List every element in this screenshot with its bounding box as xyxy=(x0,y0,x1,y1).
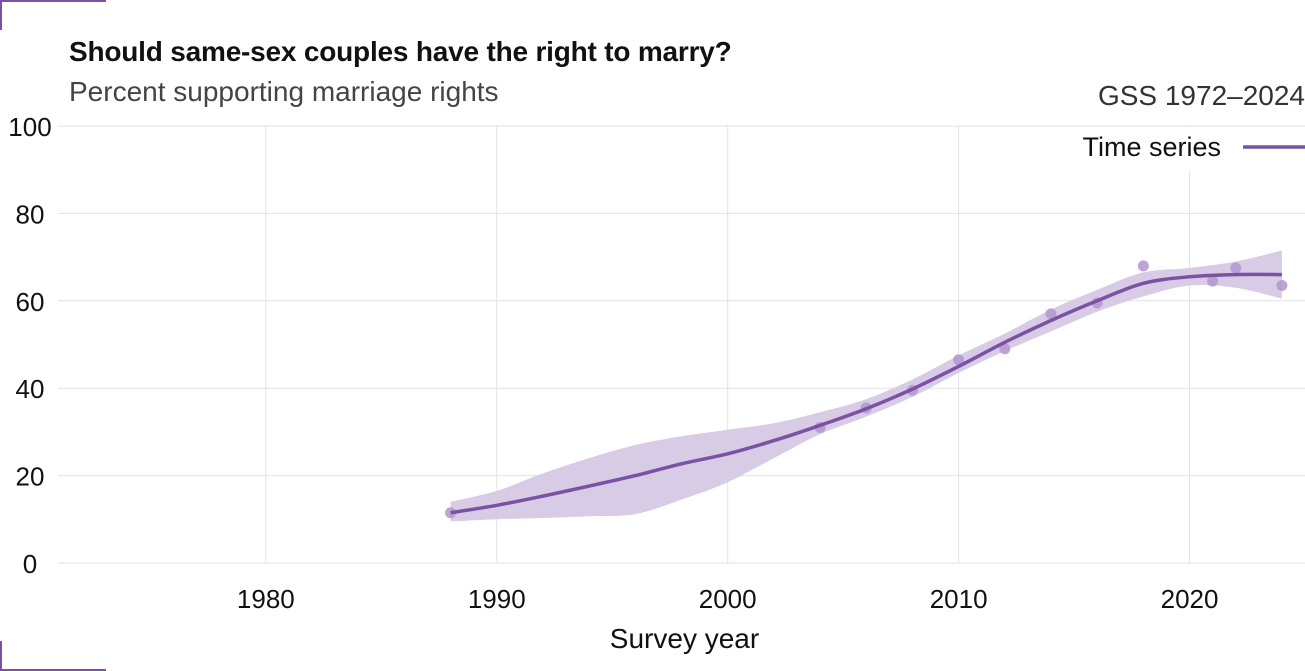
chart-subtitle: Percent supporting marriage rights xyxy=(69,76,499,107)
y-tick-label: 60 xyxy=(16,287,45,317)
data-point xyxy=(1137,260,1149,272)
data-point xyxy=(1230,262,1242,274)
x-axis-ticks: 1980 1990 2000 2010 2020 xyxy=(237,584,1219,614)
data-point xyxy=(445,507,457,519)
x-tick-label: 2010 xyxy=(930,584,988,614)
x-tick-label: 2000 xyxy=(699,584,757,614)
x-tick-label: 1990 xyxy=(468,584,526,614)
y-tick-label: 80 xyxy=(16,199,45,229)
series-line-time-series xyxy=(450,272,1282,515)
data-point xyxy=(1045,308,1057,320)
y-tick-label: 0 xyxy=(23,549,37,579)
data-point xyxy=(999,343,1011,355)
data-source-label: GSS 1972–2024 xyxy=(1097,80,1305,111)
x-tick-label: 1980 xyxy=(237,584,295,614)
y-tick-label: 100 xyxy=(8,112,51,142)
x-tick-label: 2020 xyxy=(1161,584,1219,614)
data-point xyxy=(953,354,965,366)
x-axis-title: Survey year xyxy=(610,623,759,654)
confidence-band xyxy=(450,250,1282,522)
chart-title: Should same-sex couples have the right t… xyxy=(69,36,732,67)
legend: Time series xyxy=(1055,127,1305,171)
data-point xyxy=(1207,275,1219,287)
legend-background xyxy=(1055,127,1305,171)
y-tick-label: 20 xyxy=(16,462,45,492)
legend-label-time-series: Time series xyxy=(1082,132,1221,162)
data-points xyxy=(445,260,1288,519)
data-point xyxy=(1276,280,1288,292)
grid-lines xyxy=(58,125,1305,564)
frame-corner-top-left xyxy=(0,0,106,30)
frame-corner-bottom-left xyxy=(0,641,106,671)
y-tick-label: 40 xyxy=(16,374,45,404)
y-axis-ticks: 0 20 40 60 80 100 xyxy=(8,112,51,579)
